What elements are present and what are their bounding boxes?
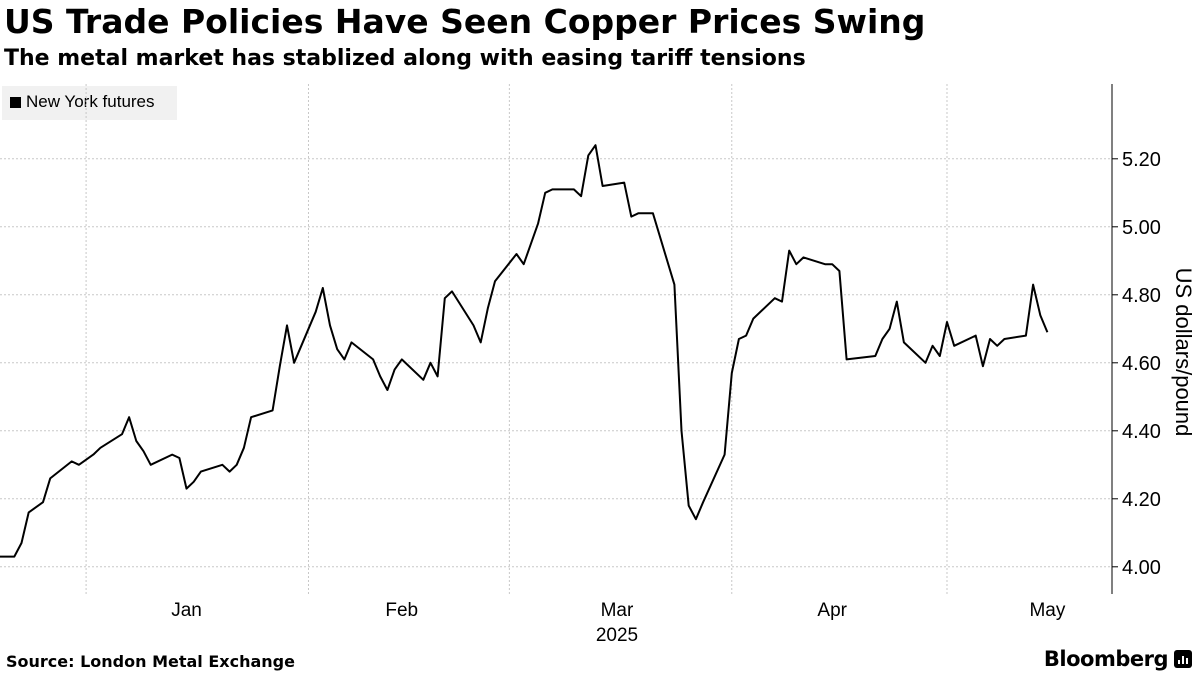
y-tick-label: 5.00 bbox=[1122, 217, 1161, 239]
legend-swatch bbox=[10, 97, 21, 108]
y-tick-label: 4.40 bbox=[1122, 421, 1161, 443]
y-tick-label: 4.20 bbox=[1122, 489, 1161, 511]
y-tick-label: 5.20 bbox=[1122, 149, 1161, 171]
y-axis-title: US dollars/pound bbox=[1171, 268, 1196, 437]
x-year-label: 2025 bbox=[596, 625, 638, 646]
source-note: Source: London Metal Exchange bbox=[6, 652, 295, 671]
x-tick-label: Feb bbox=[385, 600, 418, 621]
x-tick-label: Apr bbox=[817, 600, 847, 621]
y-tick-label: 4.00 bbox=[1122, 557, 1161, 579]
x-tick-label: Mar bbox=[601, 600, 634, 621]
legend-label: New York futures bbox=[26, 92, 155, 111]
x-tick-label: Jan bbox=[171, 600, 202, 621]
chart-subtitle: The metal market has stablized along wit… bbox=[4, 46, 806, 71]
series-line-new-york-futures bbox=[0, 144, 1049, 558]
y-tick-label: 4.80 bbox=[1122, 285, 1161, 307]
bloomberg-logo: Bloomberg bbox=[1043, 647, 1169, 671]
y-tick-label: 4.60 bbox=[1122, 353, 1161, 375]
bloomberg-terminal-icon bbox=[1174, 650, 1192, 668]
legend bbox=[2, 86, 177, 120]
x-tick-label: May bbox=[1029, 600, 1065, 621]
chart-title: US Trade Policies Have Seen Copper Price… bbox=[4, 2, 926, 41]
